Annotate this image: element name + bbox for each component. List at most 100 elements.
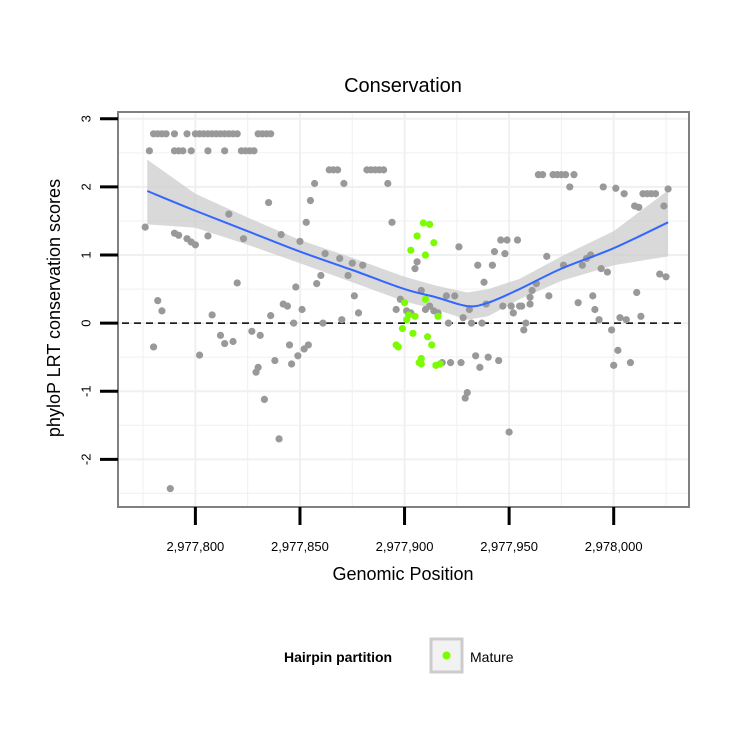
point-other (264, 198, 273, 207)
x-tick-label: 2,977,950 (480, 539, 538, 554)
point-other (497, 236, 505, 244)
point-other (283, 302, 292, 310)
point-other (488, 261, 496, 269)
point-other (467, 319, 476, 327)
point-mature (407, 246, 415, 254)
point-mature (436, 360, 444, 368)
point-other (463, 388, 471, 397)
point-other (204, 232, 212, 240)
point-other (451, 292, 459, 300)
point-other (662, 273, 670, 281)
point-other (267, 312, 275, 320)
point-other (338, 316, 346, 324)
point-other (354, 309, 363, 317)
point-other (221, 147, 229, 155)
point-other (574, 299, 582, 307)
point-other (635, 203, 643, 211)
point-other (187, 147, 195, 155)
x-tick-label: 2,977,900 (376, 539, 434, 554)
point-other (538, 171, 547, 179)
point-other (359, 261, 367, 269)
point-other (380, 166, 388, 174)
point-other (570, 171, 578, 179)
point-other (154, 297, 162, 305)
point-mature (426, 220, 434, 228)
x-axis: 2,977,800 2,977,850 2,977,900 2,977,950 2,97… (166, 507, 643, 554)
point-other (610, 361, 618, 369)
point-other (505, 428, 513, 436)
point-other (633, 288, 641, 297)
point-mature (411, 312, 419, 320)
point-other (275, 435, 283, 443)
point-other (526, 293, 534, 301)
point-other (528, 286, 536, 295)
point-other (442, 292, 450, 300)
smooth-fit-line (146, 190, 669, 308)
point-mature (405, 311, 413, 319)
point-other (651, 190, 660, 198)
point-other (495, 356, 503, 365)
point-other (304, 341, 312, 349)
point-other (461, 394, 469, 402)
point-other (195, 351, 204, 359)
point-mature (417, 360, 425, 368)
y-axis-title: phyloP LRT conservation scores (44, 179, 64, 437)
point-other (561, 171, 570, 179)
point-other (543, 252, 551, 260)
point-mature (419, 219, 427, 227)
point-other (311, 179, 319, 188)
point-other (455, 243, 463, 251)
point-other (599, 183, 607, 191)
point-other (294, 352, 302, 360)
point-other (317, 271, 325, 280)
point-other (162, 130, 170, 138)
point-other (472, 352, 480, 360)
point-other (507, 302, 515, 310)
point-other (290, 319, 298, 327)
point-other (518, 302, 526, 310)
point-other (285, 341, 294, 349)
point-mature (428, 341, 436, 349)
y-tick-label: 2 (79, 183, 94, 190)
point-other (545, 292, 553, 300)
point-other (501, 250, 509, 258)
point-other (145, 147, 153, 155)
point-other (620, 190, 628, 198)
point-mature (430, 239, 438, 247)
point-other (313, 280, 321, 288)
point-mature (394, 343, 402, 351)
point-other (622, 316, 630, 324)
point-other (566, 183, 574, 191)
legend-title: Hairpin partition (284, 649, 392, 665)
point-other (520, 326, 528, 334)
y-tick-label: 3 (79, 115, 94, 122)
point-other (288, 360, 296, 368)
point-other (597, 265, 605, 273)
legend-mature-marker (442, 651, 451, 660)
legend-mature-label: Mature (470, 649, 514, 665)
point-other (233, 130, 241, 138)
point-other (302, 218, 310, 226)
point-other (626, 359, 635, 367)
point-other (277, 230, 285, 239)
point-other (175, 231, 183, 239)
point-other (225, 210, 233, 218)
point-other (589, 292, 597, 300)
point-other (191, 241, 199, 249)
point-other (254, 363, 262, 371)
point-other (179, 147, 187, 155)
y-tick-label: -1 (79, 385, 94, 397)
point-other (250, 147, 258, 155)
point-other (340, 179, 348, 188)
point-other (426, 302, 434, 310)
y-axis: -2 -1 0 1 2 3 (79, 115, 118, 465)
point-mature (409, 329, 417, 337)
data-points (141, 130, 672, 493)
point-other (614, 346, 622, 354)
point-other (384, 179, 392, 188)
point-other (204, 147, 212, 155)
point-other (296, 237, 304, 245)
point-other (260, 395, 269, 403)
point-other (499, 302, 507, 310)
point-other (344, 271, 352, 280)
